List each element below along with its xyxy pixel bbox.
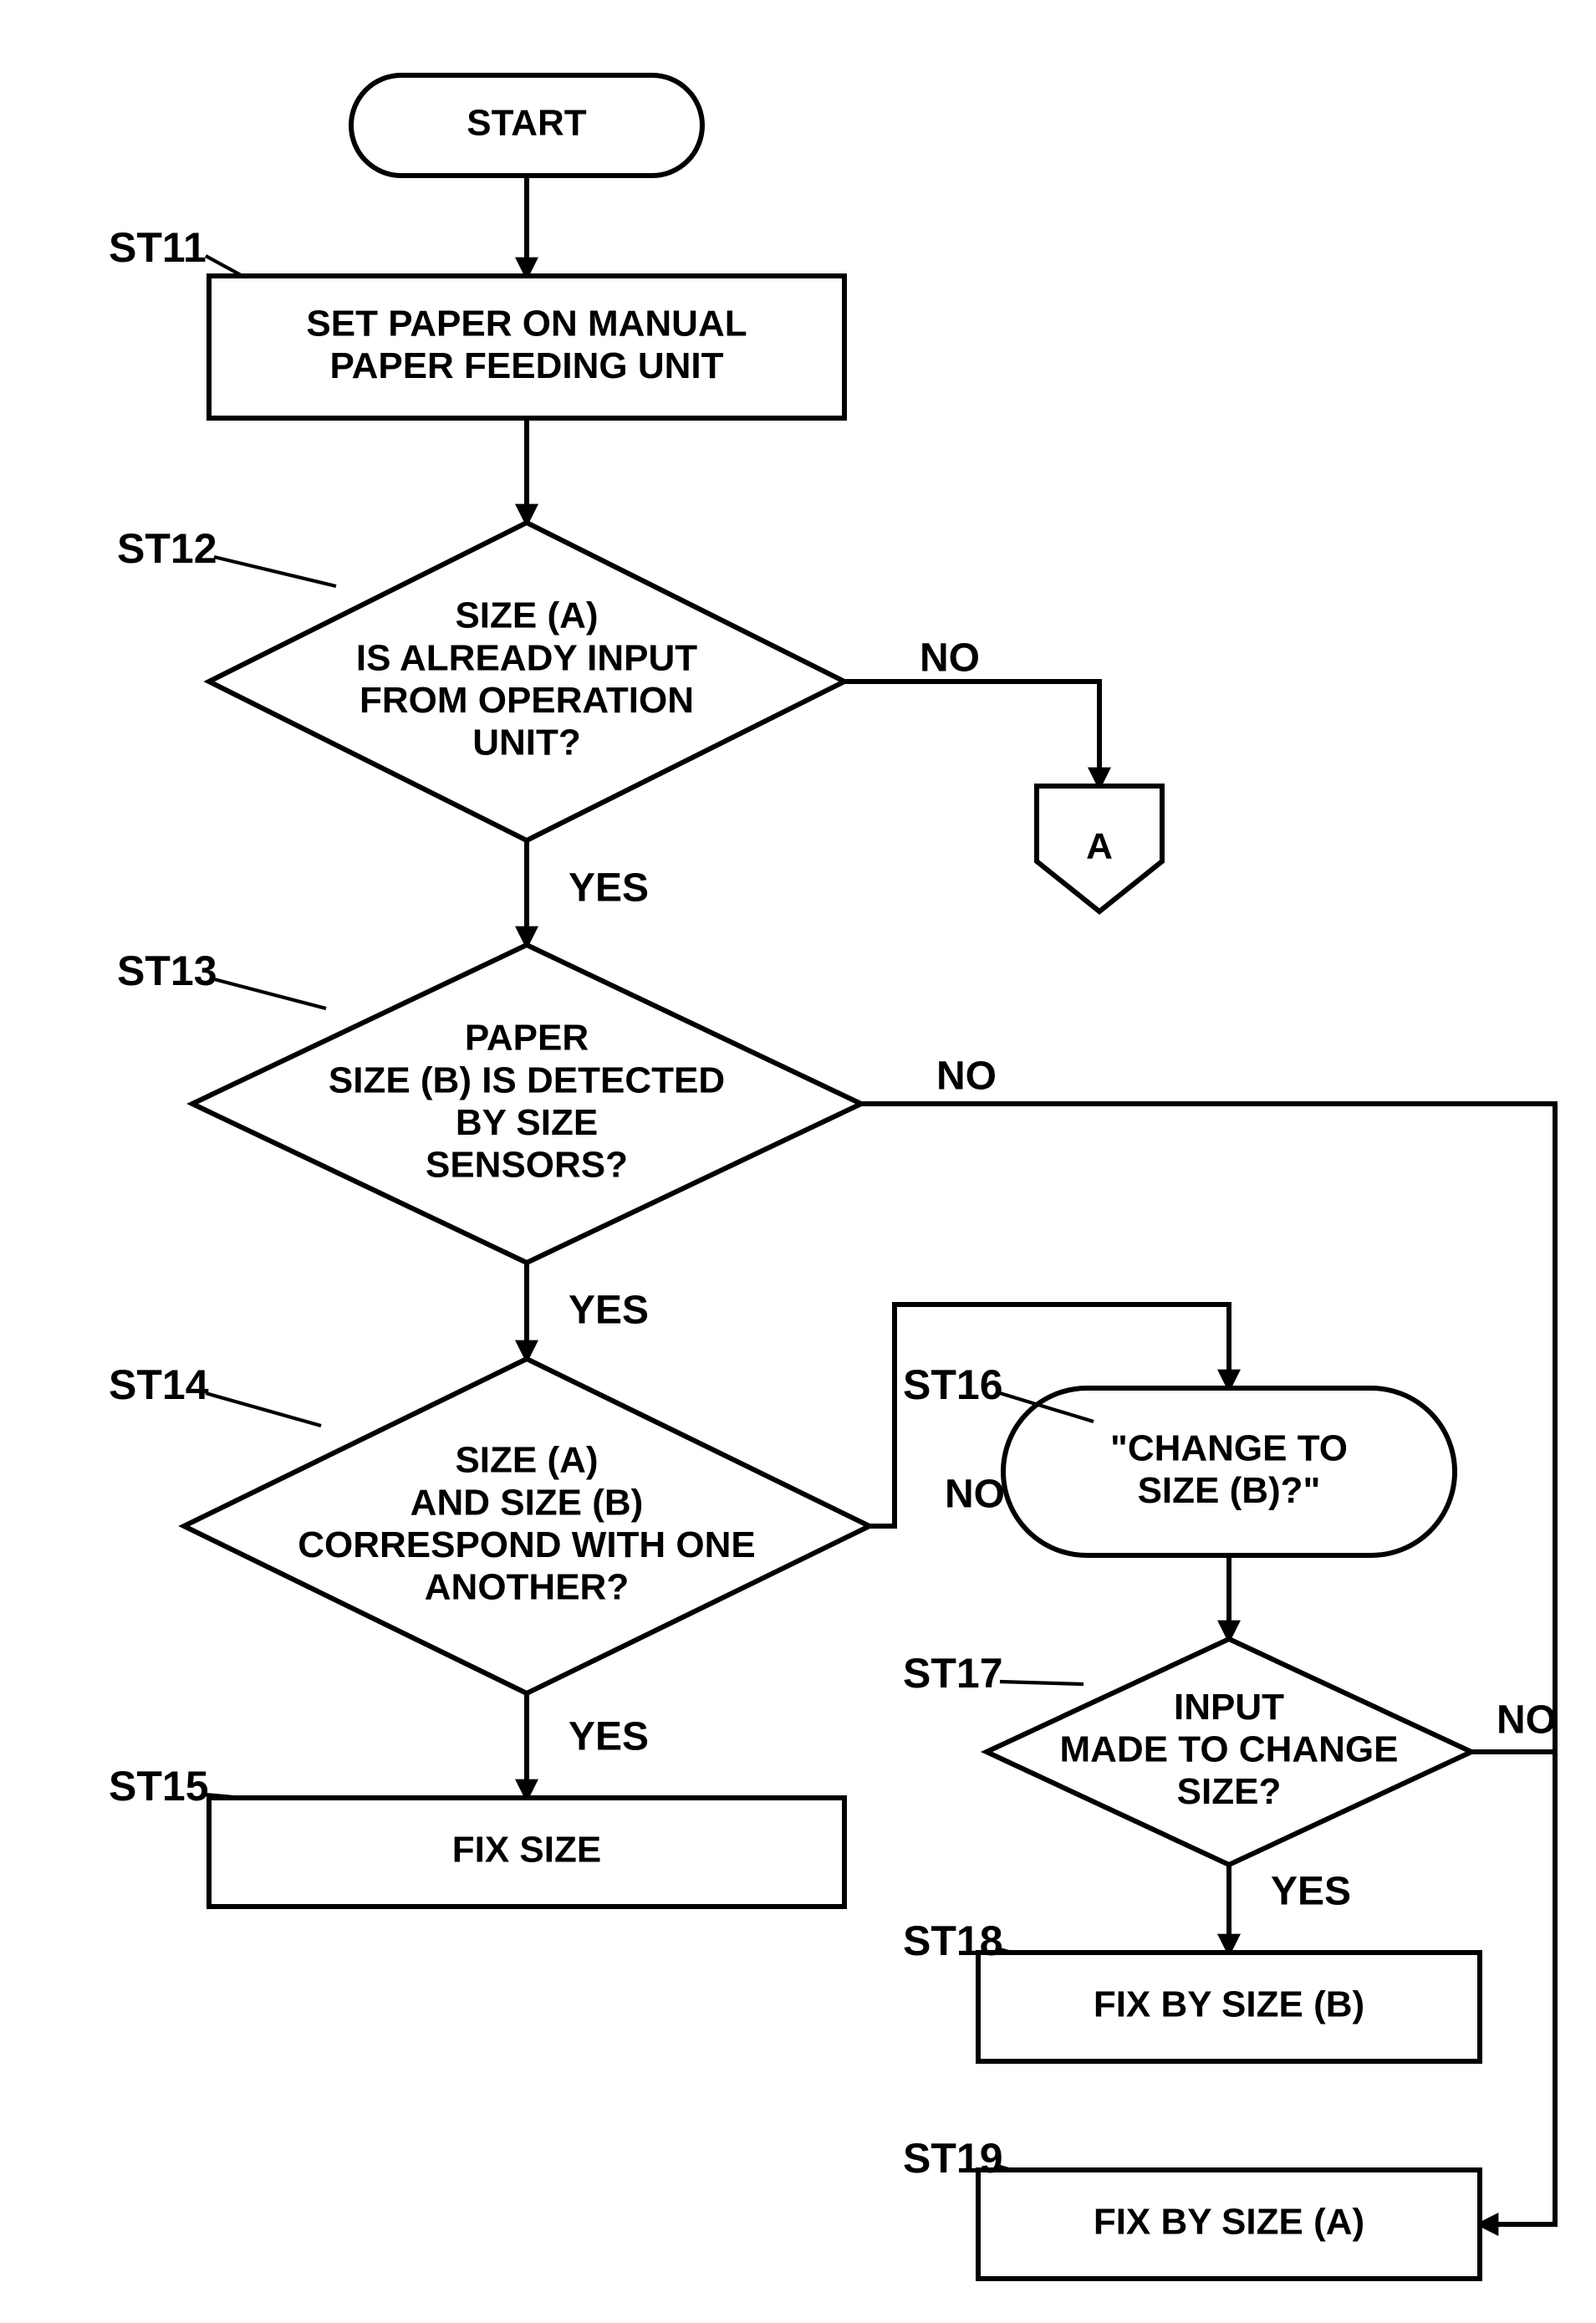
st18-text: FIX BY SIZE (B): [1094, 1984, 1364, 2025]
step-label: ST16: [903, 1361, 1003, 1408]
st12-text: FROM OPERATION: [359, 680, 694, 721]
st12-text: IS ALREADY INPUT: [356, 637, 697, 678]
step-leader: [214, 979, 326, 1008]
step-label: ST19: [903, 2135, 1003, 2182]
st13-text: BY SIZE: [456, 1102, 598, 1143]
st12-text: SIZE (A): [455, 595, 598, 636]
st17-text: SIZE?: [1177, 1771, 1282, 1812]
st16-text: "CHANGE TO: [1110, 1427, 1348, 1468]
step-leader: [214, 557, 336, 586]
st14-text: AND SIZE (B): [410, 1482, 644, 1523]
st16-text: SIZE (B)?": [1138, 1470, 1321, 1511]
connA-text: A: [1086, 826, 1113, 867]
st17-text: INPUT: [1174, 1687, 1284, 1728]
yes-label: YES: [569, 1289, 649, 1333]
no-label: NO: [920, 636, 980, 681]
step-label: ST13: [117, 947, 217, 994]
no-label: NO: [1497, 1698, 1557, 1743]
st13-text: SENSORS?: [426, 1145, 628, 1186]
st15-text: FIX SIZE: [452, 1830, 601, 1871]
st14-text: SIZE (A): [455, 1440, 598, 1481]
step-label: ST14: [109, 1361, 209, 1408]
flowchart-canvas: START SET PAPER ON MANUALPAPER FEEDING UN…: [0, 0, 1596, 2323]
st12-text: UNIT?: [472, 722, 581, 763]
yes-label: YES: [1271, 1870, 1351, 1914]
step-leader: [206, 256, 242, 276]
nodes-layer: START SET PAPER ON MANUALPAPER FEEDING UN…: [184, 75, 1480, 2279]
step-leader: [1000, 1682, 1084, 1684]
step-leader: [206, 1393, 321, 1426]
step-label: ST11: [109, 224, 207, 271]
st11-text: PAPER FEEDING UNIT: [329, 345, 723, 386]
step-label: ST18: [903, 1917, 1003, 1964]
st13-text: PAPER: [465, 1018, 589, 1059]
st14-text: ANOTHER?: [425, 1567, 629, 1608]
edges-layer: [527, 176, 1555, 2224]
no-label: NO: [945, 1473, 1005, 1517]
step-label: ST12: [117, 525, 217, 572]
no-label: NO: [936, 1054, 997, 1099]
st11-text: SET PAPER ON MANUAL: [306, 303, 747, 344]
yes-label: YES: [569, 1715, 649, 1759]
st17-text: MADE TO CHANGE: [1060, 1729, 1399, 1770]
step-label: ST15: [109, 1763, 209, 1810]
st13-text: SIZE (B) IS DETECTED: [329, 1059, 725, 1100]
st19-text: FIX BY SIZE (A): [1094, 2202, 1364, 2243]
step-label: ST17: [903, 1650, 1003, 1697]
yes-label: YES: [569, 866, 649, 911]
start-text: START: [467, 103, 587, 144]
edge: [844, 682, 1099, 786]
st14-text: CORRESPOND WITH ONE: [298, 1524, 756, 1565]
